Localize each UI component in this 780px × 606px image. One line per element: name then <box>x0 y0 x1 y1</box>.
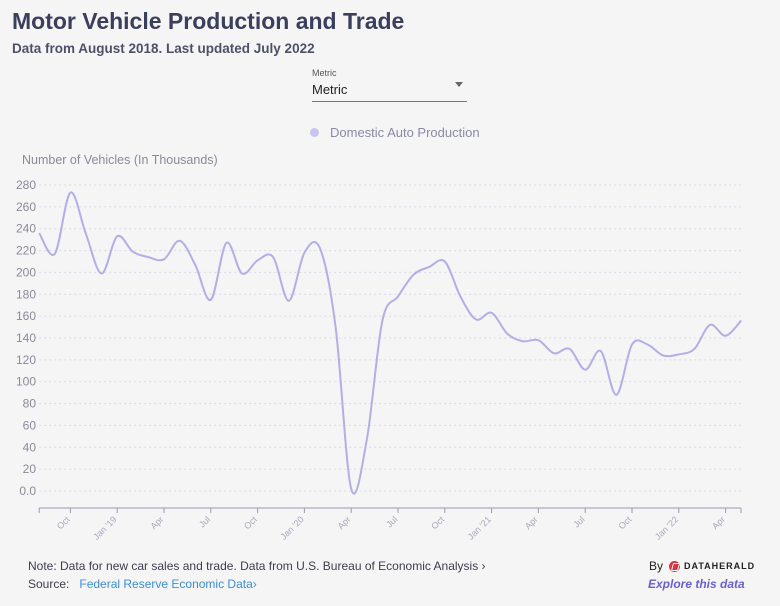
data-point <box>706 321 714 329</box>
x-tick-label: Jan '19 <box>91 514 118 541</box>
data-point <box>98 270 106 278</box>
data-point <box>659 351 667 359</box>
data-point <box>441 258 449 266</box>
data-point <box>363 436 371 444</box>
x-tick-label: Apr <box>148 514 165 531</box>
y-tick-label: 100 <box>16 375 36 389</box>
data-point <box>472 315 480 323</box>
data-point <box>144 253 152 261</box>
data-point <box>550 349 558 357</box>
x-tick-label: Apr <box>710 514 727 531</box>
dataherald-logo[interactable]: DATAHERALD <box>669 560 756 572</box>
data-point <box>378 317 386 325</box>
y-tick-label: 260 <box>16 200 36 214</box>
y-tick-label: 240 <box>16 222 36 236</box>
by-label: By <box>649 559 664 573</box>
series-line-0 <box>38 191 742 495</box>
explore-data-link[interactable]: Explore this data <box>648 577 745 591</box>
y-tick-label: 160 <box>16 309 36 323</box>
x-tick-label: Oct <box>616 514 633 531</box>
data-point <box>347 485 355 493</box>
y-tick-label: 220 <box>16 244 36 258</box>
data-point <box>737 317 745 325</box>
data-point <box>332 323 340 331</box>
x-tick-label: Jul <box>571 514 586 529</box>
page-title: Motor Vehicle Production and Trade <box>12 8 405 34</box>
y-tick-label: 80 <box>23 397 37 411</box>
data-point <box>534 336 542 344</box>
data-point <box>176 237 184 245</box>
data-point <box>628 341 636 349</box>
data-point <box>66 189 74 197</box>
x-tick-label: Jan '20 <box>278 514 305 541</box>
chart-legend: Domestic Auto Production <box>310 125 480 140</box>
data-point <box>675 350 683 358</box>
x-tick-label: Jan '21 <box>466 514 493 541</box>
legend-dot-icon <box>310 128 319 137</box>
data-point <box>690 345 698 353</box>
source-link[interactable]: Federal Reserve Economic Data› <box>79 577 257 591</box>
x-tick-label: Jul <box>197 514 212 529</box>
line-chart: 0.0 20 40 60 80 100 120 140 160 180 200 220 240 260 28… <box>16 178 745 542</box>
data-point <box>566 345 574 353</box>
data-point <box>456 292 464 300</box>
data-point <box>394 292 402 300</box>
data-point <box>129 248 137 256</box>
x-tick-label: Jan '22 <box>653 514 680 541</box>
metric-dropdown-label: Metric <box>312 68 337 78</box>
data-point <box>300 249 308 257</box>
x-tick-label: Apr <box>523 514 540 531</box>
data-point <box>285 297 293 305</box>
data-point <box>191 261 199 269</box>
footer-note[interactable]: Note: Data for new car sales and trade. … <box>28 559 486 573</box>
metric-dropdown-value: Metric <box>312 82 348 97</box>
data-point <box>519 337 527 345</box>
x-tick-label: Jul <box>384 514 399 529</box>
dataherald-logo-icon <box>669 560 681 572</box>
data-point <box>207 296 215 304</box>
x-tick-label: Oct <box>429 514 446 531</box>
data-point <box>82 230 90 238</box>
footer-source: Source: Federal Reserve Economic Data› <box>28 577 257 591</box>
data-point <box>35 229 43 237</box>
y-tick-label: 20 <box>23 462 37 476</box>
y-tick-label: 180 <box>16 287 36 301</box>
legend-label[interactable]: Domestic Auto Production <box>330 125 480 140</box>
y-tick-label: 0.0 <box>19 484 36 498</box>
data-point <box>160 255 168 263</box>
y-tick-label: 200 <box>16 265 36 279</box>
data-point <box>254 256 262 264</box>
data-point <box>488 309 496 317</box>
data-point <box>612 391 620 399</box>
chevron-down-icon[interactable] <box>455 82 463 87</box>
data-point <box>238 270 246 278</box>
y-tick-label: 40 <box>23 440 37 454</box>
data-point <box>503 330 511 338</box>
data-point <box>425 263 433 271</box>
data-point <box>581 366 589 374</box>
data-point <box>722 332 730 340</box>
y-axis-label: Number of Vehicles (In Thousands) <box>22 153 218 167</box>
y-tick-label: 280 <box>16 178 36 192</box>
data-point <box>597 347 605 355</box>
page-subtitle: Data from August 2018. Last updated July… <box>12 41 315 56</box>
byline: By DATAHERALD <box>649 559 755 573</box>
data-point <box>316 244 324 252</box>
data-point <box>269 253 277 261</box>
data-point <box>51 250 59 258</box>
metric-dropdown[interactable]: Metric Metric <box>312 68 467 102</box>
data-point <box>113 232 121 240</box>
data-point <box>222 239 230 247</box>
brand-name: DATAHERALD <box>684 561 756 571</box>
data-point <box>644 341 652 349</box>
y-tick-label: 140 <box>16 331 36 345</box>
x-tick-label: Oct <box>55 514 72 531</box>
data-point <box>410 271 418 279</box>
x-tick-label: Apr <box>336 514 353 531</box>
x-tick-label: Oct <box>242 514 259 531</box>
y-tick-label: 60 <box>23 418 37 432</box>
source-label: Source: <box>28 577 70 591</box>
y-tick-label: 120 <box>16 353 36 367</box>
